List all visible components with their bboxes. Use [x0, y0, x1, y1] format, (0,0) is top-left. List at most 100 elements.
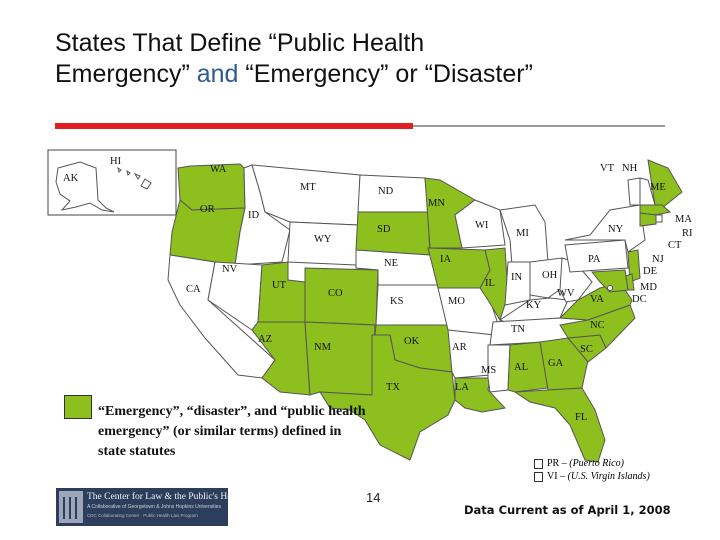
title-line-1: States That Define “Public Health [55, 29, 425, 57]
label-MS: MS [481, 365, 496, 376]
label-MN: MN [428, 198, 445, 209]
label-OR: OR [200, 204, 215, 215]
label-NY: NY [608, 224, 624, 235]
state-WI[interactable] [454, 199, 506, 249]
territory-swatch-pr [534, 458, 543, 469]
label-NE: NE [384, 258, 398, 269]
columns-icon [59, 491, 83, 523]
label-IL: IL [485, 278, 495, 289]
label-TX: TX [386, 382, 400, 393]
label-RI: RI [682, 228, 693, 239]
legend-swatch [64, 395, 92, 419]
label-NV: NV [222, 264, 238, 275]
state-AK[interactable] [55, 161, 115, 213]
territory-row-vi: VI – (U.S. Virgin Islands) [534, 470, 714, 483]
label-ND: ND [378, 186, 394, 197]
label-AZ: AZ [258, 334, 272, 345]
state-TX[interactable] [319, 334, 456, 461]
territory-swatch-vi [534, 471, 543, 482]
territory-code-pr: PR [547, 458, 560, 469]
label-DE: DE [643, 266, 657, 277]
title-and: and [196, 60, 239, 88]
label-NM: NM [314, 342, 332, 353]
label-NJ: NJ [652, 254, 664, 265]
label-DC: DC [632, 294, 647, 305]
state-RI[interactable] [655, 214, 663, 223]
state-MD[interactable] [591, 269, 629, 293]
label-MT: MT [300, 182, 316, 193]
label-AL: AL [514, 362, 528, 373]
title-line-2a: Emergency” [55, 60, 197, 88]
label-AR: AR [452, 342, 467, 353]
page-title: States That Define “Public Health Emerge… [55, 28, 695, 90]
label-CT: CT [668, 240, 682, 251]
logo-caption: CDC Collaborating Center · Public Health… [87, 513, 198, 518]
label-OH: OH [542, 270, 558, 281]
label-NC: NC [590, 320, 605, 331]
label-CA: CA [186, 284, 201, 295]
label-WY: WY [314, 234, 332, 245]
label-VA: VA [590, 294, 604, 305]
label-IN: IN [511, 272, 522, 283]
state-GA[interactable] [539, 337, 589, 391]
state-FL[interactable] [513, 387, 606, 463]
label-WA: WA [210, 164, 227, 175]
label-GA: GA [548, 358, 564, 369]
center-logo: The Center for Law & the Public's Health… [56, 488, 228, 526]
logo-title: The Center for Law & the Public's Health [87, 492, 228, 502]
territory-name-pr: (Puerto Rico) [569, 458, 624, 469]
label-FL: FL [575, 412, 587, 423]
territory-code-vi: VI [547, 471, 558, 482]
state-KS[interactable] [375, 284, 449, 326]
label-MO: MO [448, 296, 465, 307]
label-NH: NH [622, 163, 638, 174]
label-HI: HI [110, 156, 122, 167]
state-IN[interactable] [504, 261, 531, 306]
label-TN: TN [511, 324, 525, 335]
title-line-2: Emergency” and “Emergency” or “Disaster” [55, 59, 695, 90]
territory-legend: PR – (Puerto Rico) VI – (U.S. Virgin Isl… [534, 457, 714, 483]
legend-text: “Emergency”, “disaster”, and “public hea… [98, 404, 366, 459]
label-MI: MI [516, 228, 529, 239]
state-HI[interactable] [117, 166, 152, 190]
label-OK: OK [404, 336, 420, 347]
logo-subtitle: A Collaborative of Georgetown & Johns Ho… [87, 504, 221, 510]
label-UT: UT [272, 280, 287, 291]
state-MA[interactable] [639, 204, 672, 216]
label-ID: ID [248, 210, 259, 221]
state-AL[interactable] [507, 341, 549, 393]
label-PA: PA [588, 254, 601, 265]
state-UT[interactable] [257, 261, 306, 323]
label-WV: WV [557, 288, 575, 299]
data-current-note: Data Current as of April 1, 2008 [464, 503, 671, 517]
label-LA: LA [455, 382, 469, 393]
state-MS[interactable] [487, 344, 511, 393]
state-DC[interactable] [607, 285, 613, 291]
state-CT[interactable] [639, 212, 657, 227]
state-IA[interactable] [427, 247, 491, 289]
title-line-2b: “Emergency” or “Disaster” [238, 60, 533, 88]
label-KY: KY [526, 300, 542, 311]
label-AK: AK [63, 173, 79, 184]
page-number: 14 [366, 490, 381, 505]
label-SD: SD [377, 224, 391, 235]
label-ME: ME [650, 182, 666, 193]
label-MA: MA [675, 214, 692, 225]
state-PA[interactable] [564, 239, 629, 273]
state-AR[interactable] [447, 329, 496, 379]
state-NM[interactable] [304, 321, 376, 396]
state-AZ[interactable] [251, 321, 311, 396]
state-VA[interactable] [558, 282, 633, 321]
state-SD[interactable] [355, 211, 431, 256]
label-WI: WI [475, 220, 489, 231]
label-CO: CO [328, 288, 343, 299]
territory-name-vi: (U.S. Virgin Islands) [567, 471, 650, 482]
state-OH[interactable] [529, 257, 567, 299]
label-VT: VT [600, 163, 615, 174]
state-VT[interactable] [627, 177, 641, 206]
state-IL[interactable] [479, 247, 509, 322]
title-rule-accent [55, 123, 413, 129]
label-KS: KS [390, 296, 404, 307]
state-ME[interactable] [647, 159, 683, 209]
